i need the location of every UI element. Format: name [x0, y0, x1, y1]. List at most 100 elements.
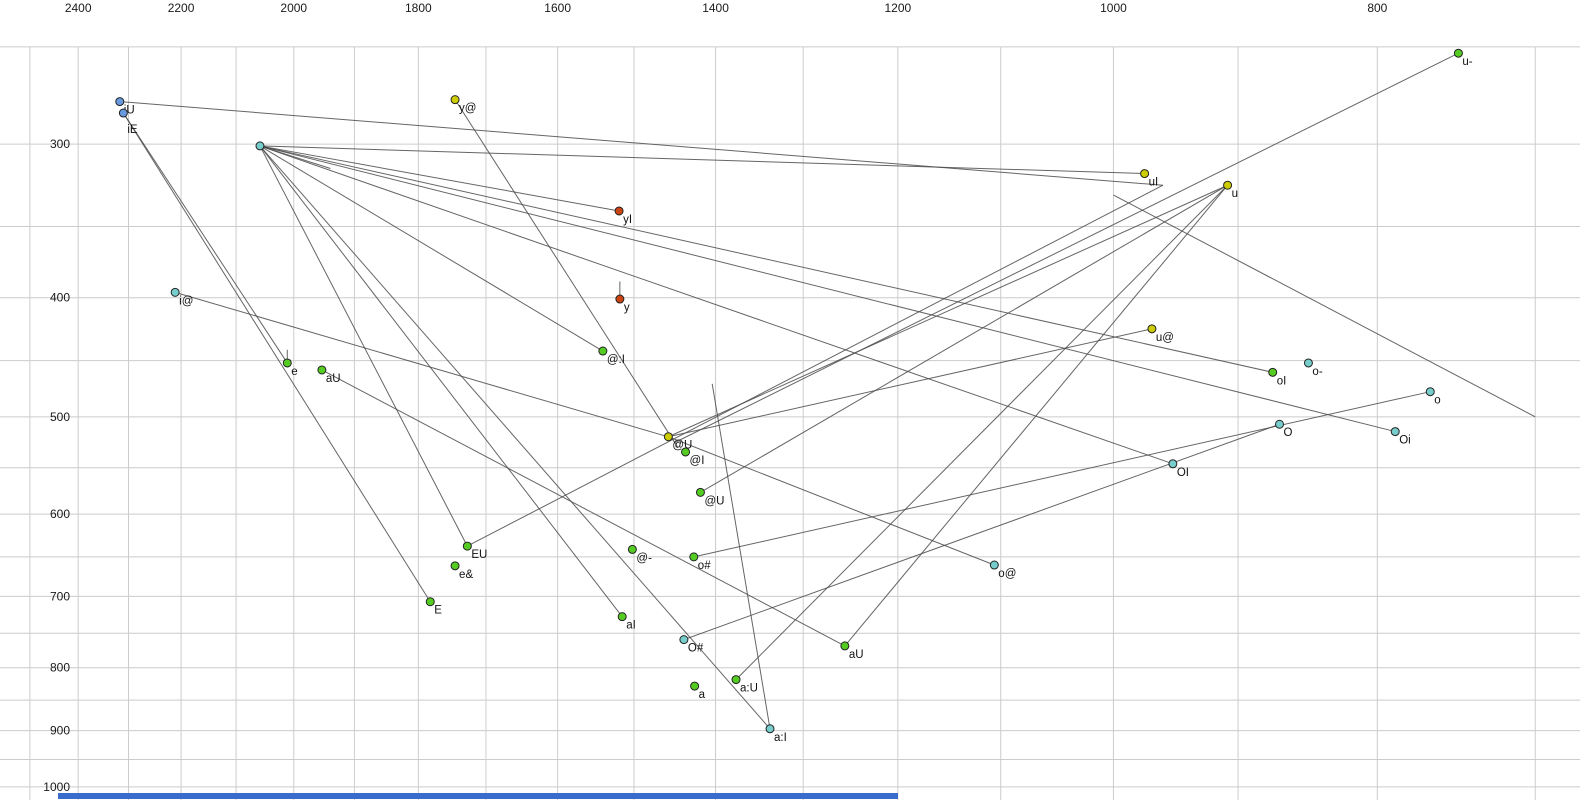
x-axis-tick-label: 1200 [884, 1, 911, 15]
data-point [255, 141, 265, 151]
point-label: u [1232, 188, 1238, 200]
trajectory-line [668, 184, 1228, 438]
point-label: @I [690, 455, 705, 467]
trajectory-line [259, 145, 620, 212]
trajectory-line [259, 145, 1145, 175]
data-point [1453, 48, 1463, 58]
point-label: oI [1277, 375, 1287, 387]
point-label: Oi [1399, 435, 1411, 447]
trajectory-line [673, 52, 1459, 444]
point-label: yI [623, 214, 632, 226]
trajectory-line [454, 99, 679, 449]
data-point [118, 108, 128, 118]
data-point [1147, 324, 1157, 334]
data-point [450, 561, 460, 571]
y-axis-tick-label: 700 [50, 589, 70, 603]
data-point [765, 724, 775, 734]
trajectory-line [711, 383, 771, 729]
data-point [1425, 387, 1435, 397]
point-label: iU [124, 105, 135, 117]
y-axis-tick-label: 300 [50, 137, 70, 151]
trajectory-line [467, 184, 1164, 547]
trajectory-line [1113, 194, 1536, 418]
x-axis-tick-label: 800 [1367, 1, 1387, 15]
data-point [989, 560, 999, 570]
data-point [317, 365, 327, 375]
data-point [1168, 459, 1178, 469]
trajectory-line [683, 423, 1280, 641]
trajectory-line [119, 101, 1164, 186]
data-point [679, 635, 689, 645]
data-point [1274, 419, 1284, 429]
point-label: u@ [1156, 332, 1174, 344]
trajectory-line [259, 145, 468, 547]
x-axis-tick-label: 2400 [65, 1, 92, 15]
trajectory-line [259, 145, 623, 617]
point-label: EU [471, 549, 487, 561]
x-axis-tick-label: 1000 [1100, 1, 1127, 15]
point-label: o [1434, 395, 1440, 407]
x-axis-tick-label: 2000 [280, 1, 307, 15]
data-point [170, 287, 180, 297]
x-axis-tick-label: 1800 [405, 1, 432, 15]
trajectory-line [259, 145, 1174, 465]
point-label: y@ [459, 103, 476, 115]
trajectory-line [844, 184, 1228, 647]
trajectory-line [700, 184, 1228, 493]
data-point [425, 597, 435, 607]
point-label: o@ [998, 568, 1016, 580]
trajectory-line [122, 112, 431, 603]
point-label: @:I [607, 354, 625, 366]
horizontal-scrollbar-thumb[interactable] [58, 793, 898, 799]
point-label: @U [704, 495, 724, 507]
y-axis-tick-label: 1000 [43, 780, 70, 794]
point-label: O# [688, 643, 704, 655]
y-axis-tick-label: 500 [50, 410, 70, 424]
data-point [615, 294, 625, 304]
y-axis-tick-label: 400 [50, 291, 70, 305]
point-label: e& [459, 569, 473, 581]
data-point [695, 487, 705, 497]
y-axis-tick-label: 600 [50, 507, 70, 521]
trajectory-line [259, 145, 604, 352]
data-point [1223, 180, 1233, 190]
data-point [450, 95, 460, 105]
data-point [1140, 169, 1150, 179]
point-label: o- [1312, 366, 1322, 378]
point-label: u- [1462, 56, 1472, 68]
data-point [462, 541, 472, 551]
data-point [690, 681, 700, 691]
data-point [689, 552, 699, 562]
point-label: o# [698, 560, 711, 572]
point-label: y [624, 302, 630, 314]
point-label: aI [626, 620, 636, 632]
data-point [681, 447, 691, 457]
trajectory-line [693, 391, 1431, 558]
point-label: OI [1177, 467, 1189, 479]
point-label: aU [849, 649, 864, 661]
trajectory-line [259, 145, 771, 730]
data-point [598, 346, 608, 356]
data-point [627, 544, 637, 554]
point-label: aU [326, 373, 341, 385]
data-point [1268, 367, 1278, 377]
point-label: uI [1149, 177, 1159, 189]
trajectory-line [321, 369, 846, 647]
point-label: O [1283, 427, 1292, 439]
point-label: iE [127, 124, 138, 136]
y-axis-tick-label: 800 [50, 661, 70, 675]
trajectory-line [259, 145, 331, 169]
point-label: a [699, 689, 706, 701]
point-label: @- [636, 552, 652, 564]
point-label: e [291, 366, 297, 378]
x-axis-tick-label: 1600 [544, 1, 571, 15]
point-label: E [434, 605, 442, 617]
trajectory-line [259, 145, 1273, 373]
data-point [840, 641, 850, 651]
data-point [731, 675, 741, 685]
data-point [1303, 358, 1313, 368]
data-point [1390, 427, 1400, 437]
trajectory-line [175, 291, 665, 437]
